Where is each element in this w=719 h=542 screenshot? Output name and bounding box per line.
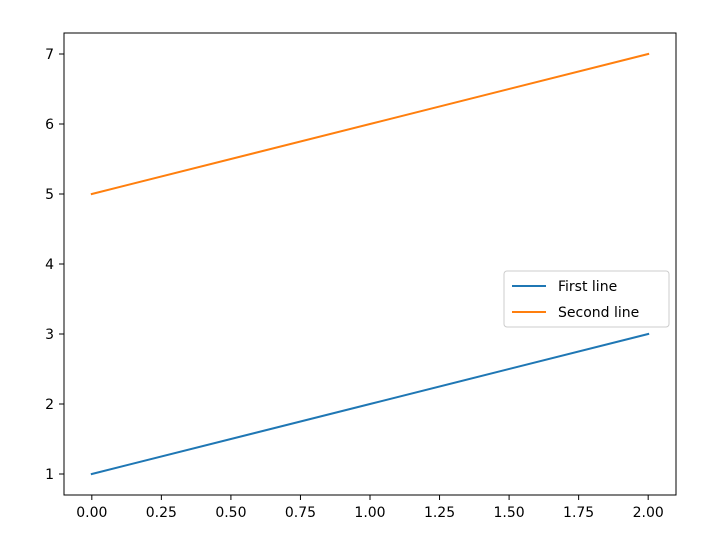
- y-tick-label: 2: [45, 397, 54, 413]
- x-tick-label: 0.50: [215, 505, 246, 521]
- y-tick-label: 3: [45, 327, 54, 343]
- x-tick-label: 2.00: [633, 505, 664, 521]
- y-tick-label: 4: [45, 257, 54, 273]
- x-tick-label: 0.75: [285, 505, 316, 521]
- legend-label-second-line: Second line: [558, 305, 639, 321]
- y-tick-label: 5: [45, 187, 54, 203]
- series-layer: [90, 52, 650, 476]
- y-tick-label: 6: [45, 117, 54, 133]
- x-tick-label: 0.25: [146, 505, 177, 521]
- series-line-first-line: [90, 332, 650, 476]
- y-tick-label: 7: [45, 47, 54, 63]
- x-tick-label: 1.00: [354, 505, 385, 521]
- legend-label-first-line: First line: [558, 279, 617, 295]
- series-line-second-line: [90, 52, 650, 196]
- x-tick-label: 1.50: [494, 505, 525, 521]
- legend: First line Second line: [503, 270, 670, 328]
- y-tick-label: 1: [45, 467, 54, 483]
- x-tick-label: 0.00: [76, 505, 107, 521]
- x-tick-label: 1.75: [563, 505, 594, 521]
- x-tick-label: 1.25: [424, 505, 455, 521]
- x-axis: 0.00 0.25 0.50 0.75 1.00 1.25 1.50 1.75 2.00: [76, 495, 664, 521]
- y-axis: 1 2 3 4 5 6 7: [45, 47, 64, 483]
